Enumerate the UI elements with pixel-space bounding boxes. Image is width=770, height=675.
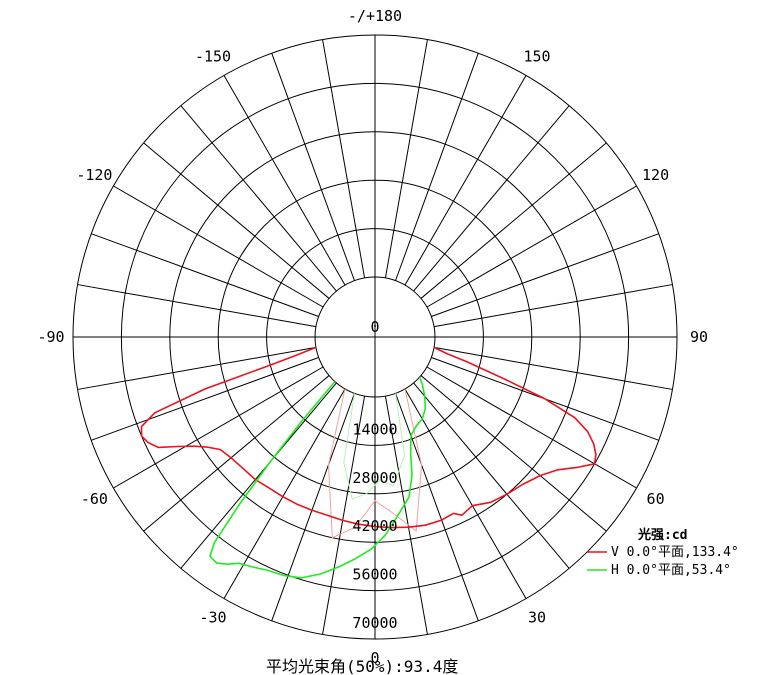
grid-spoke	[223, 75, 346, 286]
radial-tick-label: 56000	[352, 566, 397, 584]
grid-spoke	[434, 284, 673, 328]
grid-spoke	[404, 75, 527, 286]
grid-spoke	[395, 393, 479, 621]
angle-labels: -/+180 150 -150 120 -120 90 -90 60 -60 30 -30	[37, 7, 708, 627]
grid-spoke	[384, 396, 428, 635]
grid-spoke	[322, 39, 366, 278]
radial-tick-label: 70000	[352, 614, 397, 632]
radial-tick-labels: 0 14000 28000 42000 56000 70000 0	[352, 318, 397, 667]
radial-tick-label: 0	[370, 318, 379, 336]
faint-curve-v	[327, 388, 423, 539]
faint-curve-h	[343, 393, 406, 500]
angle-label: 120	[642, 166, 669, 184]
series-curve-0	[140, 346, 597, 529]
grid-spoke	[143, 142, 330, 299]
grid-spoke	[113, 185, 324, 308]
grid-spoke	[413, 105, 570, 292]
grid-spoke	[113, 366, 324, 489]
grid-spoke	[420, 375, 607, 532]
grid-spoke	[434, 346, 673, 390]
grid-spoke	[223, 388, 346, 599]
grid-spoke	[426, 366, 637, 489]
grid-spoke	[180, 382, 337, 569]
angle-label: -/+180	[348, 7, 402, 25]
angle-label: -60	[81, 490, 108, 508]
beam-angle-footer: 平均光束角(50%):93.4度	[266, 657, 458, 675]
grid-spoke	[404, 388, 527, 599]
grid-spoke	[413, 382, 570, 569]
grid-spoke	[271, 393, 355, 621]
angle-label: 90	[690, 328, 708, 346]
series-curve-1	[209, 376, 427, 579]
grid-spoke	[143, 375, 330, 532]
radial-outer-label: 0	[370, 649, 379, 667]
angle-label: -30	[199, 609, 226, 627]
radial-tick-label: 42000	[352, 517, 397, 535]
angle-label: -90	[37, 328, 64, 346]
grid-spoke	[431, 233, 659, 317]
grid-spoke	[322, 396, 366, 635]
grid-spoke	[384, 39, 428, 278]
angle-label: 60	[647, 490, 665, 508]
legend: V 0.0°平面,133.4° H 0.0°平面,53.4°	[587, 545, 739, 578]
faint-curves	[327, 388, 423, 539]
grid-spoke	[271, 53, 355, 281]
radial-tick-label: 14000	[352, 420, 397, 438]
grid-spoke	[91, 233, 319, 317]
legend-entry: H 0.0°平面,53.4°	[611, 563, 731, 578]
grid-spoke	[180, 105, 337, 292]
grid-spoke	[77, 284, 316, 328]
legend-title: 光强:cd	[637, 527, 687, 543]
grid-spoke	[77, 346, 316, 390]
legend-entry: V 0.0°平面,133.4°	[611, 545, 739, 560]
grid-spoke	[426, 185, 637, 308]
angle-label: 150	[523, 47, 550, 65]
polar-grid	[72, 34, 678, 640]
intensity-curves	[140, 346, 597, 579]
angle-label: 30	[528, 609, 546, 627]
angle-label: -120	[76, 166, 112, 184]
grid-spoke	[91, 357, 319, 441]
grid-spoke	[395, 53, 479, 281]
radial-tick-label: 28000	[352, 469, 397, 487]
grid-spoke	[420, 142, 607, 299]
angle-label: -150	[195, 47, 231, 65]
